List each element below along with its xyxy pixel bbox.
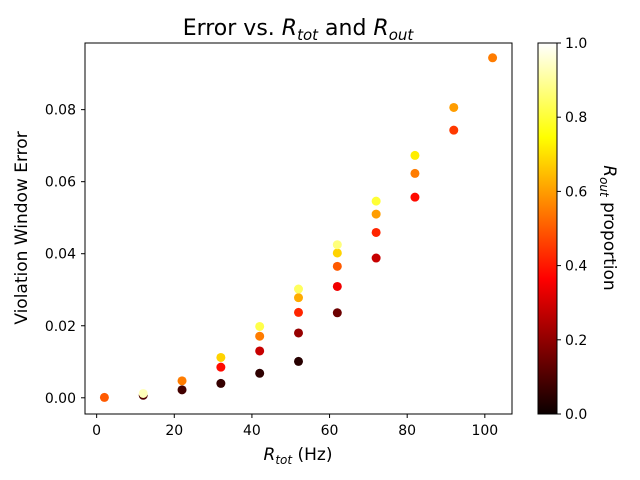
data-point-27 (410, 168, 420, 178)
data-point-5 (216, 378, 226, 388)
data-point-14 (294, 307, 303, 317)
y-tick-label: 0.02 (45, 319, 76, 335)
x-axis-ticks: 0 20 40 60 80 100 (92, 414, 498, 439)
data-point-2 (138, 388, 148, 398)
y-tick-label: 0.08 (45, 103, 76, 119)
data-point-0 (99, 392, 109, 402)
x-tick-label: 40 (243, 423, 261, 439)
x-tick-label: 0 (92, 423, 101, 439)
colorbar-tick-label: 0.2 (565, 333, 587, 349)
data-point-24 (371, 209, 381, 219)
x-tick-label: 80 (398, 423, 416, 439)
colorbar-ticks: 0.0 0.2 0.4 0.6 0.8 1.0 (557, 36, 587, 423)
data-point-18 (332, 281, 342, 291)
colorbar-tick-label: 0.8 (565, 110, 587, 126)
data-point-3 (177, 385, 187, 395)
colorbar-gradient (537, 42, 558, 415)
data-point-6 (216, 362, 226, 372)
data-point-23 (371, 227, 381, 237)
data-point-25 (371, 196, 381, 206)
y-axis-ticks: 0.00 0.02 0.04 0.06 0.08 (45, 103, 85, 407)
data-point-21 (332, 240, 342, 250)
data-point-7 (216, 352, 226, 362)
y-axis-label: Violation Window Error (12, 131, 32, 324)
plot-frame (84, 42, 513, 415)
data-point-28 (410, 150, 420, 160)
x-tick-label: 60 (321, 423, 339, 439)
data-point-29 (449, 125, 459, 135)
data-point-26 (410, 192, 420, 202)
data-point-20 (332, 248, 342, 258)
data-points (99, 53, 498, 402)
x-tick-label: 100 (471, 423, 498, 439)
data-point-22 (371, 253, 381, 263)
data-point-9 (255, 346, 265, 356)
x-axis-label: Rtot (Hz) (264, 445, 333, 467)
data-point-15 (294, 293, 303, 303)
colorbar-tick-label: 1.0 (565, 36, 587, 52)
data-point-31 (488, 53, 498, 63)
colorbar-tick-label: 0.4 (565, 259, 587, 275)
chart-title: Error vs. Rtot and Rout (183, 16, 415, 44)
data-point-16 (294, 284, 303, 294)
colorbar-tick-label: 0.6 (565, 184, 587, 200)
plot-area: 0 20 40 60 80 100 0.00 0.02 0.04 0.06 0.08 (45, 42, 513, 439)
y-tick-label: 0.04 (45, 247, 76, 263)
y-tick-label: 0.06 (45, 175, 76, 191)
data-point-30 (449, 102, 459, 112)
x-tick-label: 20 (165, 423, 183, 439)
data-point-13 (294, 328, 303, 338)
data-point-10 (255, 331, 265, 341)
colorbar: 0.0 0.2 0.4 0.6 0.8 1.0 Rout proportion (537, 36, 619, 423)
colorbar-tick-label: 0.0 (565, 407, 587, 423)
y-tick-label: 0.00 (45, 391, 76, 407)
data-point-4 (177, 376, 187, 386)
data-point-19 (332, 261, 342, 271)
data-point-17 (332, 308, 342, 318)
data-point-12 (294, 356, 303, 366)
colorbar-label: Rout proportion (597, 165, 619, 290)
data-point-8 (255, 368, 265, 378)
data-point-11 (255, 321, 265, 331)
